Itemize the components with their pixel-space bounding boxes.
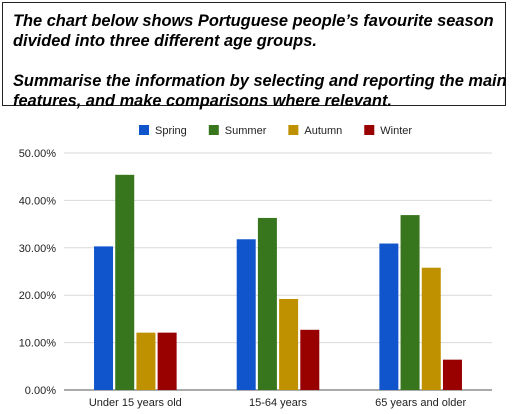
y-tick-label: 40.00% <box>19 195 57 207</box>
legend-label-summer: Summer <box>225 125 267 137</box>
legend-swatch-spring <box>139 125 149 135</box>
legend-label-autumn: Autumn <box>304 125 342 137</box>
task-line-2: divided into three different age groups. <box>13 32 317 50</box>
task-line-3: Summarise the information by selecting a… <box>13 72 507 90</box>
chart-bars <box>94 174 462 390</box>
bar-spring <box>94 246 114 390</box>
bar-autumn <box>279 298 299 390</box>
y-tick-label: 20.00% <box>19 290 57 302</box>
season-bar-chart: Spring Summer Autumn Winter 0.00% 10.00% 20.0… <box>19 125 492 409</box>
legend-swatch-autumn <box>288 125 299 135</box>
x-axis-labels: Under 15 years old 15-64 years 65 years an… <box>89 397 467 409</box>
bar-winter <box>442 359 462 390</box>
legend-label-winter: Winter <box>380 125 412 137</box>
task-line-1: The chart below shows Portuguese people’… <box>13 12 494 30</box>
chart-gridlines <box>64 152 492 391</box>
y-tick-label: 30.00% <box>19 243 57 255</box>
x-category-label: 65 years and older <box>375 397 466 409</box>
task-line-4: features, and make comparisons where rel… <box>13 92 392 110</box>
bar-autumn <box>136 332 156 390</box>
bar-summer <box>115 174 135 390</box>
task-prompt-box: The chart below shows Portuguese people’… <box>2 2 507 110</box>
bar-autumn <box>421 267 441 390</box>
y-tick-label: 10.00% <box>19 338 57 350</box>
x-category-label: 15-64 years <box>249 397 308 409</box>
x-category-label: Under 15 years old <box>89 397 182 409</box>
y-tick-label: 50.00% <box>19 148 57 160</box>
y-tick-label: 0.00% <box>25 385 56 397</box>
legend-swatch-summer <box>208 125 219 135</box>
bar-spring <box>379 243 399 390</box>
legend-swatch-winter <box>364 125 375 135</box>
bar-winter <box>300 329 320 390</box>
legend-label-spring: Spring <box>155 125 187 137</box>
bar-spring <box>236 239 256 390</box>
y-axis-labels: 0.00% 10.00% 20.00% 30.00% 40.00% 50.00% <box>19 148 57 397</box>
bar-winter <box>157 332 177 390</box>
bar-summer <box>400 215 420 390</box>
chart-legend: Spring Summer Autumn Winter <box>139 125 412 137</box>
bar-summer <box>257 217 277 390</box>
